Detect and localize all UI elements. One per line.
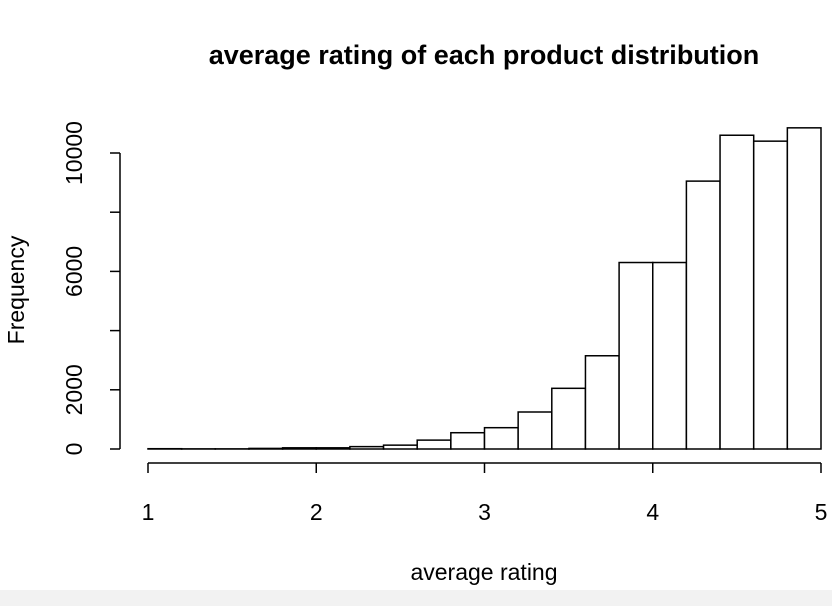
histogram-bar [786, 127, 822, 450]
histogram-bar [281, 447, 318, 450]
x-tick-label: 1 [142, 499, 155, 525]
footer-strip [0, 590, 832, 606]
histogram-bar [349, 445, 385, 450]
y-axis: 0 2000 6000 10000 [61, 121, 121, 456]
histogram-bar [416, 439, 452, 450]
x-tick-label: 4 [646, 499, 659, 525]
x-tick-label: 3 [478, 499, 491, 525]
x-tick-label: 5 [815, 499, 828, 525]
x-axis-label: average rating [410, 559, 557, 585]
histogram-bar [551, 387, 587, 450]
histogram-bar [584, 355, 620, 450]
x-axis: 1 2 3 4 5 [142, 462, 828, 525]
histogram-bar [719, 134, 755, 450]
y-tick-label: 6000 [61, 246, 87, 297]
histogram-chart: average rating of each product distribut… [3, 40, 828, 585]
y-tick-label: 2000 [61, 364, 87, 415]
y-axis-label: Frequency [3, 235, 29, 344]
histogram-bar [618, 261, 654, 450]
chart-title: average rating of each product distribut… [209, 40, 760, 70]
histogram-bar [315, 447, 351, 450]
histogram-bars [147, 127, 822, 450]
x-tick-label: 2 [310, 499, 323, 525]
histogram-bar [450, 431, 486, 450]
y-tick-label: 0 [61, 443, 87, 456]
histogram-bar [483, 426, 519, 450]
histogram-bar [652, 261, 688, 450]
histogram-bar [248, 447, 284, 450]
histogram-bar [685, 180, 721, 450]
chart-canvas: average rating of each product distribut… [3, 40, 828, 585]
histogram-bar [382, 444, 418, 450]
histogram-bar [752, 140, 789, 450]
y-tick-label: 10000 [61, 121, 87, 185]
histogram-bar [517, 411, 553, 450]
